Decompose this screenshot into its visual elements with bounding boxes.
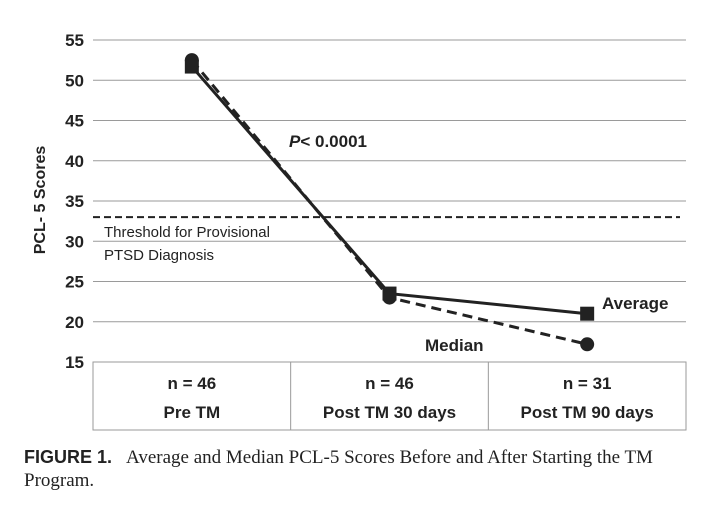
y-tick-label: 55 bbox=[65, 31, 84, 50]
gridlines bbox=[93, 39, 686, 323]
point-median bbox=[580, 337, 595, 352]
threshold-label-line1: Threshold for Provisional bbox=[104, 224, 270, 241]
caption-text: Average and Median PCL-5 Scores Before a… bbox=[24, 447, 653, 491]
category-n-label: n = 46 bbox=[365, 374, 414, 393]
series-label-average: Average bbox=[602, 294, 668, 313]
category-n-label: n = 46 bbox=[167, 374, 216, 393]
threshold-label-line2: PTSD Diagnosis bbox=[104, 247, 214, 264]
point-median bbox=[184, 53, 199, 68]
pcl5-line-chart: 15 20 25 30 35 40 45 50 55 PCL- 5 Scores Thresho… bbox=[32, 31, 687, 431]
series-label-median: Median bbox=[425, 336, 484, 355]
threshold-group: Threshold for Provisional PTSD Diagnosis bbox=[93, 216, 680, 264]
figure-label: FIGURE 1. bbox=[24, 447, 113, 467]
point-median bbox=[382, 290, 397, 305]
category-table-border bbox=[92, 361, 687, 431]
p-value-annotation: P< 0.0001 bbox=[289, 132, 367, 151]
category-label: Post TM 90 days bbox=[521, 403, 654, 422]
y-tick-label: 45 bbox=[65, 112, 84, 131]
point-average bbox=[580, 306, 595, 321]
p-value-rest: < 0.0001 bbox=[300, 132, 367, 151]
y-axis-label: PCL- 5 Scores bbox=[32, 146, 49, 255]
category-label: Pre TM bbox=[163, 403, 220, 422]
category-n-label: n = 31 bbox=[563, 374, 612, 393]
y-tick-label: 20 bbox=[65, 313, 84, 332]
y-tick-label: 35 bbox=[65, 192, 84, 211]
y-tick-label: 30 bbox=[65, 232, 84, 251]
y-tick-label: 25 bbox=[65, 273, 84, 292]
category-label: Post TM 30 days bbox=[323, 403, 456, 422]
figure-caption: FIGURE 1. Average and Median PCL-5 Scores… bbox=[24, 446, 704, 492]
y-tick-label: 50 bbox=[65, 71, 84, 90]
y-tick-label: 15 bbox=[65, 353, 84, 372]
series-line-average bbox=[190, 65, 588, 316]
category-table: n = 46 Pre TM n = 46 Post TM 30 days n = 31 P… bbox=[92, 361, 687, 431]
series-group bbox=[184, 53, 595, 352]
y-tick-label: 40 bbox=[65, 152, 84, 171]
y-axis-ticks: 15 20 25 30 35 40 45 50 55 bbox=[65, 31, 84, 372]
p-value-italic: P bbox=[289, 132, 301, 151]
